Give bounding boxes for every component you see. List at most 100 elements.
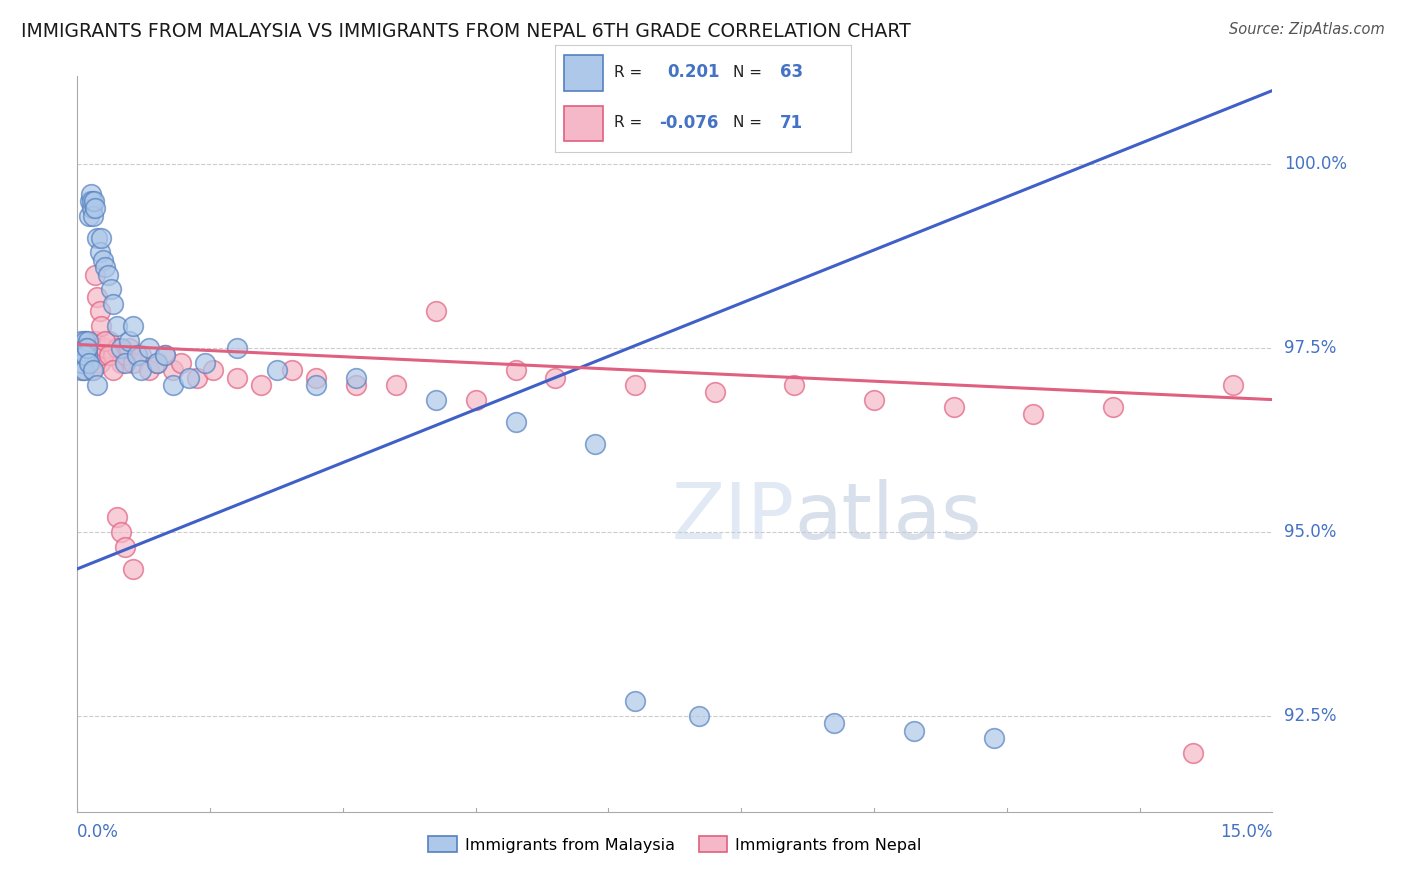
Point (83, 201, 105, 215)
Point (76, 341, 98, 355)
Point (80, 201, 103, 215)
Point (129, 348, 152, 362)
Point (75, 348, 97, 362)
Point (783, 378, 806, 392)
Point (72, 348, 94, 362)
Bar (564, 105, 603, 141)
Point (105, 318, 128, 333)
Point (983, 731, 1005, 746)
Point (67, 341, 90, 355)
Point (114, 540, 136, 554)
Point (79, 356, 101, 370)
Point (1102, 400, 1125, 414)
Point (105, 510, 128, 524)
Point (305, 378, 328, 392)
Point (69, 341, 91, 355)
Point (146, 356, 169, 370)
Point (83, 194, 105, 208)
Point (97, 268, 120, 282)
Point (75, 348, 97, 362)
Text: 0.0%: 0.0% (77, 822, 120, 841)
Point (70, 356, 93, 370)
Point (201, 363, 224, 377)
Point (129, 363, 152, 377)
Point (153, 348, 176, 362)
Point (194, 356, 217, 370)
Point (79, 209, 101, 223)
Point (98, 348, 121, 362)
Point (90, 230, 112, 244)
Point (76, 341, 98, 355)
Point (425, 304, 447, 318)
Text: 0.201: 0.201 (668, 63, 720, 81)
Point (89, 245, 111, 260)
Point (75, 348, 97, 362)
Point (138, 363, 160, 377)
Point (110, 341, 132, 355)
Point (82, 348, 104, 362)
Point (73, 363, 96, 377)
Point (903, 723, 925, 738)
Point (153, 348, 176, 362)
Legend: Immigrants from Malaysia, Immigrants from Nepal: Immigrants from Malaysia, Immigrants fro… (422, 830, 928, 859)
Point (82, 209, 104, 223)
Text: R =: R = (614, 115, 643, 130)
Text: R =: R = (614, 65, 643, 80)
Point (122, 562, 145, 576)
Point (69, 341, 91, 355)
Point (75, 341, 97, 355)
Point (79, 194, 101, 208)
Point (103, 363, 124, 377)
Text: 97.5%: 97.5% (1285, 339, 1337, 357)
Bar (564, 55, 603, 91)
Point (86, 378, 108, 392)
Point (544, 370, 567, 384)
Point (138, 341, 160, 355)
Point (344, 378, 367, 392)
Point (91, 252, 114, 267)
Point (266, 363, 288, 377)
Point (83, 268, 105, 282)
Text: IMMIGRANTS FROM MALAYSIA VS IMMIGRANTS FROM NEPAL 6TH GRADE CORRELATION CHART: IMMIGRANTS FROM MALAYSIA VS IMMIGRANTS F… (21, 22, 911, 41)
Text: 63: 63 (780, 63, 803, 81)
Point (86, 341, 108, 355)
Point (86, 289, 108, 303)
Point (464, 392, 486, 407)
Point (73, 341, 96, 355)
Point (94, 341, 117, 355)
Point (94, 260, 117, 275)
Point (75, 348, 97, 362)
Point (80, 363, 103, 377)
Point (76, 348, 98, 362)
Point (70, 341, 93, 355)
Point (225, 370, 247, 384)
Point (76, 356, 98, 370)
Point (703, 385, 725, 400)
Point (70, 356, 93, 370)
Point (76, 341, 98, 355)
Point (67, 348, 90, 362)
Point (114, 356, 136, 370)
Point (177, 370, 200, 384)
Point (305, 370, 328, 384)
Text: 15.0%: 15.0% (1220, 822, 1272, 841)
Text: 100.0%: 100.0% (1285, 155, 1347, 173)
Point (80, 341, 103, 355)
Point (90, 318, 112, 333)
Point (79, 356, 101, 370)
Point (72, 356, 94, 370)
Point (624, 378, 647, 392)
Point (75, 341, 97, 355)
Point (73, 363, 96, 377)
Text: Source: ZipAtlas.com: Source: ZipAtlas.com (1229, 22, 1385, 37)
Point (79, 356, 101, 370)
Text: atlas: atlas (794, 479, 981, 556)
Point (70, 348, 93, 362)
Point (69, 348, 91, 362)
Point (162, 378, 184, 392)
Point (94, 334, 117, 348)
Point (82, 194, 104, 208)
Point (73, 334, 96, 348)
Point (82, 363, 104, 377)
Point (425, 392, 447, 407)
